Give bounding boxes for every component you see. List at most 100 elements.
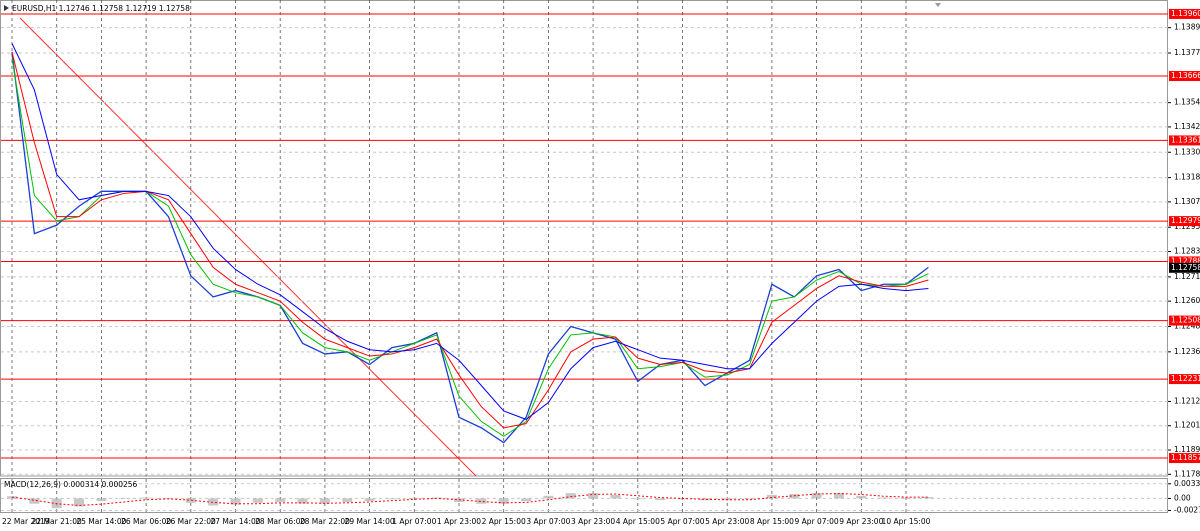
histogram-bar (521, 498, 532, 502)
histogram-bar (476, 498, 487, 504)
y-tick-label: -0.00272 (1174, 505, 1200, 514)
x-tick-label: 5 Apr 23:00 (705, 517, 749, 526)
macd-title: MACD(12,26,9) 0.000314 0.000256 (4, 480, 138, 489)
x-tick-label: 4 Apr 15:00 (616, 517, 660, 526)
y-tick-label: 1.12600 (1174, 296, 1200, 305)
x-tick-label: 26 Mar 06:00 (121, 517, 171, 526)
y-tick-label: 1.12480 (1174, 321, 1200, 330)
y-tick-label: 1.11895 (1174, 445, 1200, 454)
histogram-bar (230, 498, 241, 505)
y-tick-label: 1.12835 (1174, 247, 1200, 256)
histogram-bar (364, 498, 375, 502)
histogram-bar (901, 497, 911, 499)
histogram-bar (409, 498, 420, 499)
level-label: 1.11857 (1171, 453, 1200, 462)
level-tag (1169, 135, 1200, 146)
x-tick-label: 1 Apr 23:00 (437, 517, 481, 526)
histogram-bar (386, 498, 397, 500)
chart-title: EURUSD,H1 1.12746 1.12758 1.12719 1.1275… (12, 4, 190, 13)
y-tick-label: 1.13070 (1174, 197, 1200, 206)
level-tag (1169, 216, 1200, 227)
moving-average (11, 43, 929, 420)
x-tick-label: 29 Mar 14:00 (345, 517, 395, 526)
trend-line (19, 17, 477, 477)
level-label: 1.13960 (1171, 9, 1200, 18)
level-label: 1.12508 (1171, 316, 1200, 325)
macd-frame (0, 478, 1168, 513)
x-tick-label: 5 Apr 07:00 (660, 517, 704, 526)
histogram-bar (185, 498, 196, 503)
x-tick-label: 3 Apr 23:00 (571, 517, 615, 526)
level-label: 1.12231 (1171, 374, 1200, 383)
x-tick-label: 26 Mar 22:00 (166, 517, 216, 526)
level-tag (1169, 71, 1200, 82)
histogram-bar (252, 498, 263, 503)
level-tag (1169, 374, 1200, 385)
x-tick-label: 10 Apr 15:00 (882, 517, 931, 526)
histogram-bar (319, 498, 330, 504)
histogram-bar (208, 498, 219, 506)
y-tick-label: 1.11780 (1174, 469, 1200, 478)
x-tick-label: 8 Apr 15:00 (750, 517, 794, 526)
y-tick-label: 1.13895 (1174, 23, 1200, 32)
level-label: 1.12979 (1171, 216, 1200, 225)
histogram-bar (498, 498, 509, 504)
y-tick-label: 1.13185 (1174, 173, 1200, 182)
level-tag (1169, 315, 1200, 326)
y-tick-label: 1.13425 (1174, 122, 1200, 131)
moving-average (11, 51, 929, 429)
histogram-bar (655, 498, 666, 501)
x-tick-label: 27 Mar 14:00 (210, 517, 260, 526)
y-tick-label: 0.003314 (1174, 479, 1200, 488)
histogram-bar (811, 493, 822, 499)
histogram-bar (275, 498, 286, 502)
level-tag (1169, 256, 1200, 267)
histogram-bar (923, 497, 934, 499)
level-tag (1169, 453, 1200, 464)
histogram-bar (96, 498, 107, 502)
histogram-bar (342, 498, 353, 502)
level-label: 1.13666 (1171, 71, 1200, 80)
histogram-bar (141, 497, 152, 499)
price-line (11, 51, 929, 444)
histogram-bar (766, 494, 777, 499)
histogram-bar (565, 493, 576, 499)
histogram-bar (29, 498, 40, 504)
current-price-tag (1169, 262, 1200, 273)
signal-line (11, 493, 929, 506)
y-tick-label: 1.12360 (1174, 347, 1200, 356)
main-frame (0, 0, 1168, 477)
level-label: 1.12788 (1171, 256, 1200, 265)
moving-average (11, 58, 929, 437)
y-tick-label: 1.13775 (1174, 48, 1200, 57)
histogram-bar (856, 495, 867, 499)
x-tick-label: 9 Apr 07:00 (795, 517, 839, 526)
y-tick-label: 1.13305 (1174, 147, 1200, 156)
histogram-bar (297, 498, 308, 504)
x-tick-label: 9 Apr 23:00 (839, 517, 883, 526)
x-tick-label: 28 Mar 06:00 (255, 517, 305, 526)
x-tick-label: 28 Mar 22:00 (300, 517, 350, 526)
y-tick-label: 0.00 (1174, 493, 1191, 502)
histogram-bar (833, 493, 844, 499)
y-tick-label: 1.12715 (1174, 272, 1200, 281)
histogram-bar (118, 498, 129, 499)
y-tick-label: 1.12125 (1174, 396, 1200, 405)
histogram-bar (610, 494, 621, 499)
histogram-bar (74, 498, 85, 507)
x-tick-label: 1 Apr 07:00 (392, 517, 436, 526)
x-tick-label: 2 Apr 15:00 (482, 517, 526, 526)
histogram-bar (163, 497, 174, 499)
current-price-label: 1.12758 (1171, 263, 1200, 272)
chart-icon (4, 5, 9, 11)
x-tick-label: 3 Apr 07:00 (526, 517, 570, 526)
level-label: 1.13361 (1171, 135, 1200, 144)
y-tick-label: 1.12010 (1174, 421, 1200, 430)
y-tick-label: 1.12950 (1174, 222, 1200, 231)
histogram-bar (543, 495, 554, 499)
histogram-bar (699, 498, 710, 501)
shift-marker (935, 3, 941, 7)
histogram-bar (588, 493, 599, 499)
